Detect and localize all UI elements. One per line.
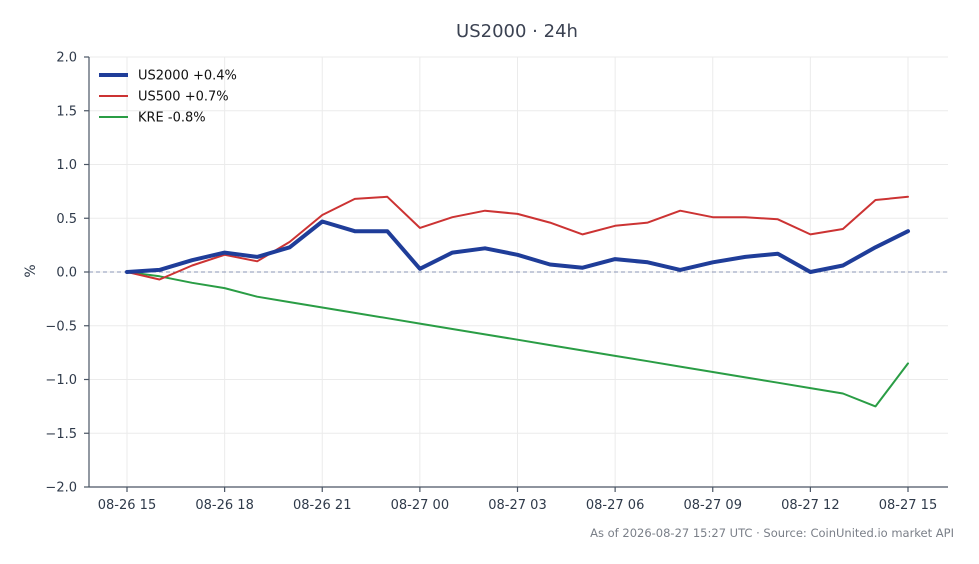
x-tick-label: 08-27 09 [684, 498, 742, 513]
legend-label-1: US500 +0.7% [138, 90, 229, 105]
y-tick-label: −2.0 [45, 481, 77, 496]
y-tick-label: 0.5 [56, 212, 77, 227]
series-line-2 [126, 271, 909, 408]
y-axis-label: % [23, 264, 39, 277]
y-tick-label: 0.0 [56, 266, 77, 281]
legend: US2000 +0.4% US500 +0.7% KRE -0.8% [99, 69, 237, 126]
x-tick-label: 08-26 15 [98, 498, 156, 513]
y-tick-label: −1.0 [45, 373, 77, 388]
x-tick-label: 08-27 03 [488, 498, 546, 513]
x-tick-label: 08-27 06 [586, 498, 644, 513]
y-tick-label: 1.0 [56, 158, 77, 173]
x-tick-label: 08-27 15 [879, 498, 937, 513]
series-lines [125, 195, 910, 408]
x-tick-label: 08-26 18 [195, 498, 253, 513]
y-tick-label: 1.5 [56, 104, 77, 119]
x-tick-label: 08-27 00 [391, 498, 449, 513]
source-footer: As of 2026-08-27 15:27 UTC · Source: Coi… [590, 526, 954, 540]
series-line-1 [126, 195, 909, 281]
x-tick-label: 08-27 12 [781, 498, 839, 513]
y-tick-label: 2.0 [56, 51, 77, 66]
y-tick-label: −0.5 [45, 319, 77, 334]
legend-label-0: US2000 +0.4% [138, 69, 237, 84]
series-line-0 [125, 219, 910, 274]
legend-label-2: KRE -0.8% [138, 111, 206, 126]
x-tick-label: 08-26 21 [293, 498, 351, 513]
axes: 2.0 1.5 1.0 0.5 0.0 −0.5 −1.0 −1.5 −2.0 08-26 15 0… [45, 51, 948, 513]
chart-title: US2000 · 24h [456, 21, 578, 42]
y-tick-label: −1.5 [45, 427, 77, 442]
